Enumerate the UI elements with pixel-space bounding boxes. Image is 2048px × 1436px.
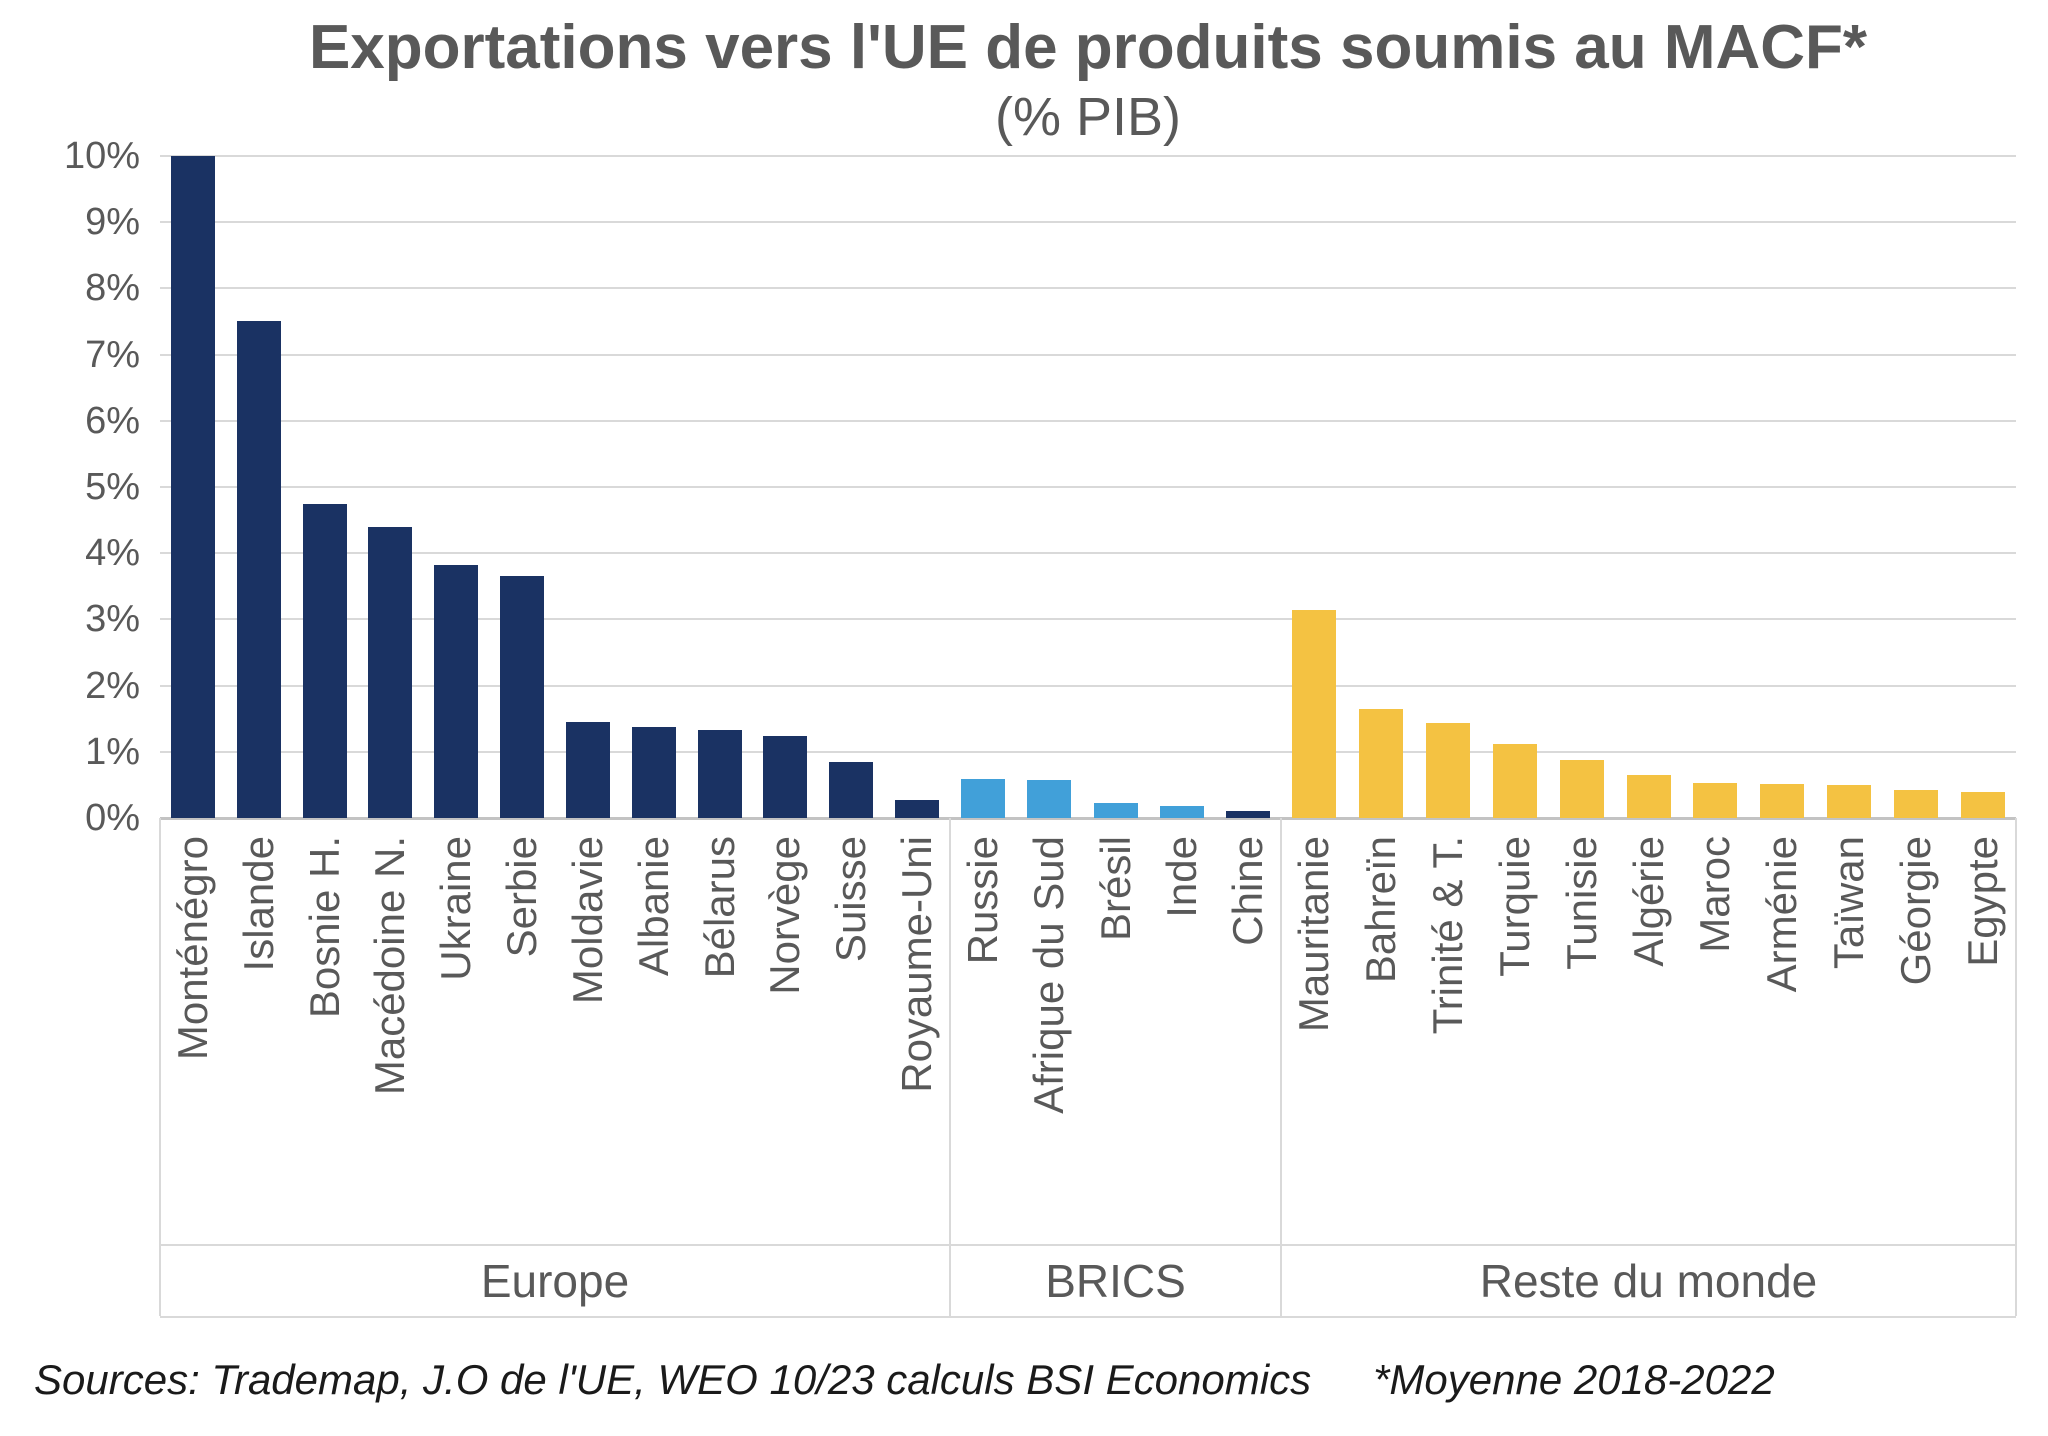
category-label: Géorgie xyxy=(1892,836,1939,986)
category-label: Suisse xyxy=(827,836,874,963)
category-label: Russie xyxy=(959,836,1006,965)
bar-ukraine xyxy=(434,565,478,818)
bar-chine xyxy=(1226,811,1270,818)
category-label: Monténégro xyxy=(169,836,216,1061)
gridline xyxy=(160,155,2016,157)
group-label-europe: Europe xyxy=(480,1255,630,1307)
bar-albanie xyxy=(632,727,676,818)
group-separator-line xyxy=(949,818,951,1316)
category-label: Tunisie xyxy=(1558,836,1605,970)
category-label: Brésil xyxy=(1092,836,1139,942)
bar-serbie xyxy=(500,576,544,818)
y-axis-tick-label: 5% xyxy=(85,466,140,508)
bar-islande xyxy=(237,321,281,818)
category-label: Bahreïn xyxy=(1357,836,1404,984)
gridline xyxy=(160,486,2016,488)
bar-bahre-n xyxy=(1359,709,1403,818)
category-label: Trinité & T. xyxy=(1424,836,1471,1035)
category-label: Norvège xyxy=(761,836,808,995)
category-label: Mauritanie xyxy=(1290,836,1337,1033)
group-separator-line xyxy=(159,818,161,1316)
chart-subtitle: (% PIB) xyxy=(994,87,1182,147)
bar-mauritanie xyxy=(1292,610,1336,818)
bar-russie xyxy=(961,779,1005,818)
category-label: Egypte xyxy=(1959,836,2006,967)
bar-arm-nie xyxy=(1760,784,1804,818)
gridline xyxy=(160,420,2016,422)
bar-egypte xyxy=(1961,792,2005,818)
group-separator-line xyxy=(2015,818,2017,1316)
category-band-divider xyxy=(160,1244,2016,1246)
gridline xyxy=(160,552,2016,554)
bar-norv-ge xyxy=(763,736,807,818)
y-axis-tick-label: 6% xyxy=(85,400,140,442)
category-label: Arménie xyxy=(1758,836,1805,993)
sources-text: Sources: Trademap, J.O de l'UE, WEO 10/2… xyxy=(34,1356,1312,1403)
bar-inde xyxy=(1160,806,1204,818)
category-label: Islande xyxy=(235,836,282,972)
bar-afrique-du-sud xyxy=(1027,780,1071,818)
category-label: Royaume-Uni xyxy=(893,836,940,1093)
bar-moldavie xyxy=(566,722,610,818)
chart-title: Exportations vers l'UE de produits soumi… xyxy=(308,13,1868,82)
group-label-reste-du-monde: Reste du monde xyxy=(1479,1255,1818,1307)
bar-b-larus xyxy=(698,730,742,818)
category-label: Macédoine N. xyxy=(366,836,413,1096)
category-label: Ukraine xyxy=(432,836,479,981)
group-label-brics: BRICS xyxy=(1045,1255,1186,1307)
bar-alg-rie xyxy=(1627,775,1671,818)
category-label: Moldavie xyxy=(564,836,611,1005)
category-label: Bosnie H. xyxy=(301,836,348,1019)
gridline xyxy=(160,221,2016,223)
bar-turquie xyxy=(1493,744,1537,818)
bar-maroc xyxy=(1693,783,1737,818)
category-label: Serbie xyxy=(498,836,545,958)
category-label: Taïwan xyxy=(1825,836,1872,970)
gridline xyxy=(160,618,2016,620)
y-axis-tick-label: 1% xyxy=(85,731,140,773)
bar-suisse xyxy=(829,762,873,818)
bar-trinit-t- xyxy=(1426,723,1470,818)
category-label: Chine xyxy=(1224,836,1271,946)
y-axis-tick-label: 0% xyxy=(85,797,140,839)
gridline xyxy=(160,287,2016,289)
category-band-bottom-line xyxy=(160,1316,2016,1318)
gridline xyxy=(160,354,2016,356)
x-axis-line xyxy=(160,817,2016,820)
category-label: Inde xyxy=(1158,836,1205,918)
y-axis-tick-label: 9% xyxy=(85,201,140,243)
category-label: Maroc xyxy=(1691,836,1738,953)
footer: Sources: Trademap, J.O de l'UE, WEO 10/2… xyxy=(34,1356,2024,1404)
bar-mac-doine-n- xyxy=(368,527,412,818)
bar-ta-wan xyxy=(1827,785,1871,818)
bar-g-orgie xyxy=(1894,790,1938,818)
gridline xyxy=(160,685,2016,687)
category-label: Turquie xyxy=(1491,836,1538,977)
y-axis-tick-label: 7% xyxy=(85,334,140,376)
y-axis-tick-label: 10% xyxy=(63,135,140,177)
bar-br-sil xyxy=(1094,803,1138,818)
footnote-text: *Moyenne 2018-2022 xyxy=(1373,1356,1775,1403)
y-axis-tick-label: 2% xyxy=(85,665,140,707)
category-label: Bélarus xyxy=(696,836,743,979)
category-label: Algérie xyxy=(1625,836,1672,967)
bar-mont-n-gro xyxy=(171,156,215,818)
category-label: Afrique du Sud xyxy=(1025,836,1072,1114)
category-label: Albanie xyxy=(630,836,677,977)
group-separator-line xyxy=(1280,818,1282,1316)
y-axis-tick-label: 8% xyxy=(85,267,140,309)
bar-royaume-uni xyxy=(895,800,939,818)
bar-tunisie xyxy=(1560,760,1604,818)
y-axis-tick-label: 3% xyxy=(85,598,140,640)
y-axis-tick-label: 4% xyxy=(85,532,140,574)
bar-bosnie-h- xyxy=(303,504,347,818)
gridline xyxy=(160,751,2016,753)
